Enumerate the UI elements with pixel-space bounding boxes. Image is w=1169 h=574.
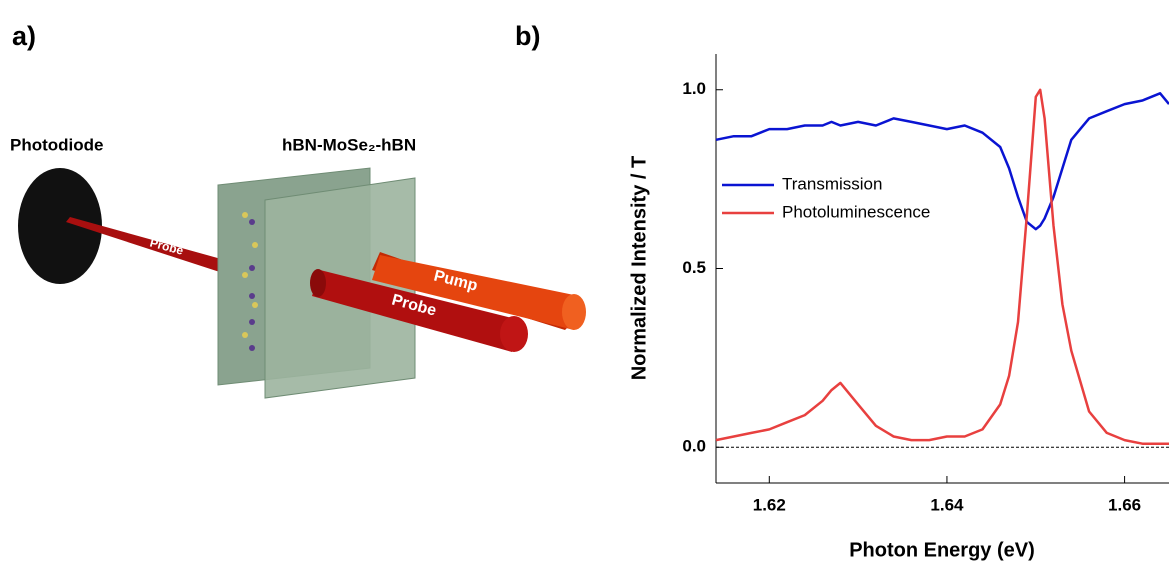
page: a) Photodiode hBN-MoSe₂-hBN Probe Pump P… — [0, 0, 1169, 574]
y-axis-label: Normalized Intensity / T — [628, 156, 650, 380]
figure: a) Photodiode hBN-MoSe₂-hBN Probe Pump P… — [0, 0, 1169, 569]
y-tick-label: 0.0 — [682, 437, 706, 456]
panel-label: a) — [12, 21, 36, 51]
y-tick-label: 0.5 — [682, 258, 706, 277]
pump-end — [562, 294, 586, 330]
x-tick-label: 1.64 — [930, 495, 964, 514]
legend-label: Photoluminescence — [782, 202, 930, 221]
y-tick-label: 1.0 — [682, 79, 706, 98]
legend-label: Transmission — [782, 174, 882, 193]
panel-label: b) — [515, 21, 540, 51]
x-tick-label: 1.66 — [1108, 495, 1141, 514]
x-axis-label: Photon Energy (eV) — [849, 539, 1035, 561]
probe-front-end — [500, 316, 528, 352]
probe-front-start — [310, 269, 326, 297]
data-line — [716, 90, 1169, 444]
photodiode-label: Photodiode — [10, 135, 103, 154]
sample-label: hBN-MoSe₂-hBN — [282, 135, 416, 154]
setup-diagram — [18, 168, 586, 398]
x-tick-label: 1.62 — [753, 495, 786, 514]
